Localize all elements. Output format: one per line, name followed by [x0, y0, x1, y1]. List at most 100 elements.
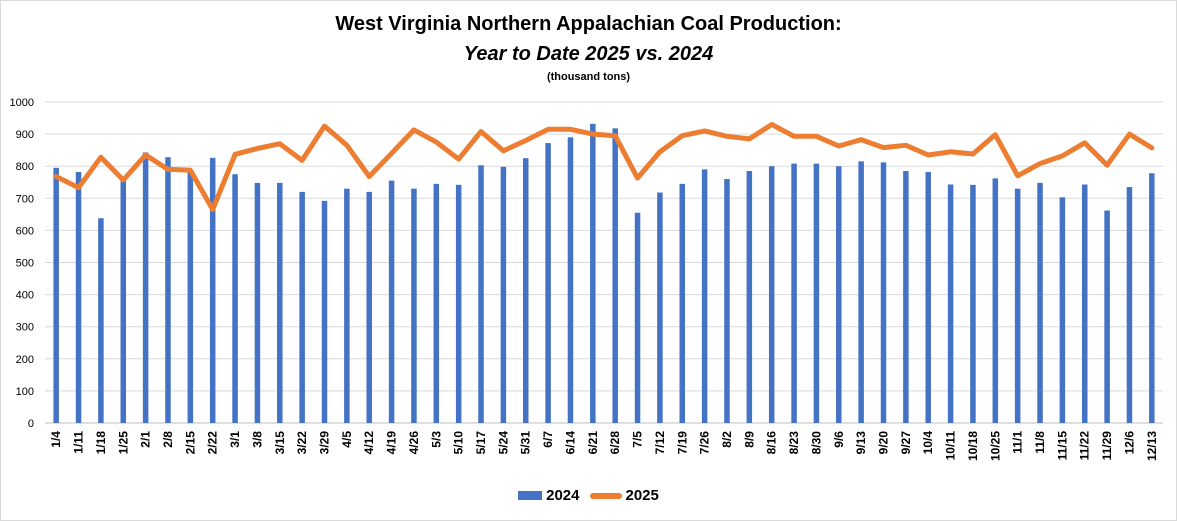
bar-2024 [75, 171, 82, 423]
bar-2024 [724, 179, 730, 423]
bar-2024 [209, 157, 216, 423]
x-tick-label: 1/4 [49, 431, 63, 448]
x-tick-label: 4/26 [407, 431, 421, 455]
y-tick-label: 0 [28, 418, 34, 430]
bar-2024 [836, 166, 842, 423]
x-tick-label: 6/7 [541, 431, 555, 448]
bar-2024 [970, 184, 976, 423]
x-tick-label: 6/14 [563, 431, 577, 455]
x-tick-label: 5/31 [519, 431, 533, 455]
bar-2024 [679, 183, 686, 423]
x-tick-label: 1/25 [116, 431, 130, 455]
legend-item-2025[interactable]: 2025 [589, 487, 659, 504]
x-tick-label: 7/19 [675, 431, 689, 455]
bar-2024 [142, 152, 149, 423]
bar-2024 [522, 158, 529, 424]
bar-2024 [903, 171, 909, 423]
bar-2024 [545, 143, 551, 423]
x-tick-label: 4/5 [340, 431, 354, 448]
x-tick-label: 5/10 [452, 431, 466, 455]
bar-2024 [791, 163, 797, 423]
bar-2024 [165, 157, 171, 423]
bar-2024 [612, 128, 618, 423]
x-tick-label: 5/24 [496, 431, 510, 455]
y-tick-label: 100 [16, 386, 34, 398]
y-tick-label: 400 [16, 290, 34, 302]
x-tick-label: 8/23 [787, 431, 801, 455]
bar-2024 [1149, 173, 1155, 423]
bar-2024 [992, 178, 999, 423]
x-tick-label: 3/8 [250, 431, 264, 448]
bar-2024 [1014, 188, 1021, 423]
x-tick-label: 11/1 [1011, 431, 1025, 454]
y-tick-label: 600 [16, 225, 34, 237]
x-tick-label: 8/16 [765, 431, 779, 455]
x-tick-label: 7/12 [653, 431, 667, 455]
legend-label-2024: 2024 [546, 487, 580, 504]
x-tick-label: 5/17 [474, 431, 488, 455]
x-tick-label: 1/11 [72, 431, 86, 454]
x-tick-label: 2/22 [206, 431, 220, 455]
x-tick-label: 10/18 [966, 431, 980, 461]
legend-swatch-2025 [589, 492, 622, 499]
bar-2024 [1059, 197, 1066, 423]
x-tick-label: 11/29 [1100, 431, 1114, 461]
bar-2024 [388, 180, 395, 423]
bar-2024 [590, 123, 596, 423]
x-tick-label: 10/4 [921, 431, 935, 455]
x-tick-label: 5/3 [429, 431, 443, 448]
x-tick-label: 4/19 [385, 431, 399, 455]
x-tick-label: 11/22 [1078, 431, 1092, 461]
bar-2024 [701, 169, 708, 423]
bar-2024 [53, 167, 59, 423]
bar-2024 [947, 184, 954, 423]
legend: 2024 2025 [1, 487, 1176, 504]
bar-2024 [98, 218, 104, 423]
x-tick-label: 2/15 [183, 431, 197, 455]
bar-2024 [277, 182, 283, 423]
x-tick-label: 3/29 [318, 431, 332, 455]
bar-2024 [567, 137, 574, 423]
bar-2024 [813, 163, 820, 423]
x-tick-label: 8/9 [742, 431, 756, 448]
bar-2024 [411, 188, 417, 423]
x-tick-label: 3/15 [273, 431, 287, 455]
bar-2024 [254, 182, 261, 423]
bar-2024 [1104, 210, 1110, 423]
bar-2024 [120, 179, 127, 423]
y-tick-label: 700 [16, 193, 34, 205]
bar-2024 [232, 174, 238, 423]
legend-swatch-2024 [518, 491, 543, 500]
chart-title: West Virginia Northern Appalachian Coal … [335, 13, 842, 35]
legend-item-2024[interactable]: 2024 [518, 487, 580, 504]
bar-2024 [455, 184, 462, 423]
bar-2024 [858, 161, 864, 423]
x-tick-label: 1/18 [94, 431, 108, 455]
x-tick-label: 11/15 [1055, 431, 1069, 461]
x-tick-label: 9/20 [877, 431, 891, 455]
x-tick-label: 9/13 [854, 431, 868, 455]
x-tick-label: 4/12 [362, 431, 376, 455]
bar-2024 [925, 171, 931, 423]
bar-2024 [1037, 182, 1043, 423]
bar-2024 [880, 162, 887, 423]
x-tick-label: 8/30 [809, 431, 823, 455]
y-tick-label: 300 [16, 322, 34, 334]
x-tick-label: 10/25 [988, 431, 1002, 461]
x-tick-label: 6/21 [586, 431, 600, 455]
bar-2024 [433, 183, 440, 423]
x-tick-label: 12/6 [1122, 431, 1136, 455]
y-tick-label: 900 [16, 129, 34, 141]
bar-2024 [344, 188, 350, 423]
y-tick-label: 1000 [10, 97, 34, 109]
x-tick-label: 9/6 [832, 431, 846, 448]
bar-2024 [366, 191, 372, 423]
x-tick-label: 12/13 [1145, 431, 1159, 461]
bar-2024 [299, 191, 305, 423]
x-tick-label: 3/22 [295, 431, 309, 455]
x-tick-label: 11/8 [1033, 431, 1047, 454]
x-tick-label: 2/1 [139, 431, 153, 448]
y-tick-label: 200 [16, 354, 34, 366]
chart-subtitle: Year to Date 2025 vs. 2024 [463, 43, 714, 65]
